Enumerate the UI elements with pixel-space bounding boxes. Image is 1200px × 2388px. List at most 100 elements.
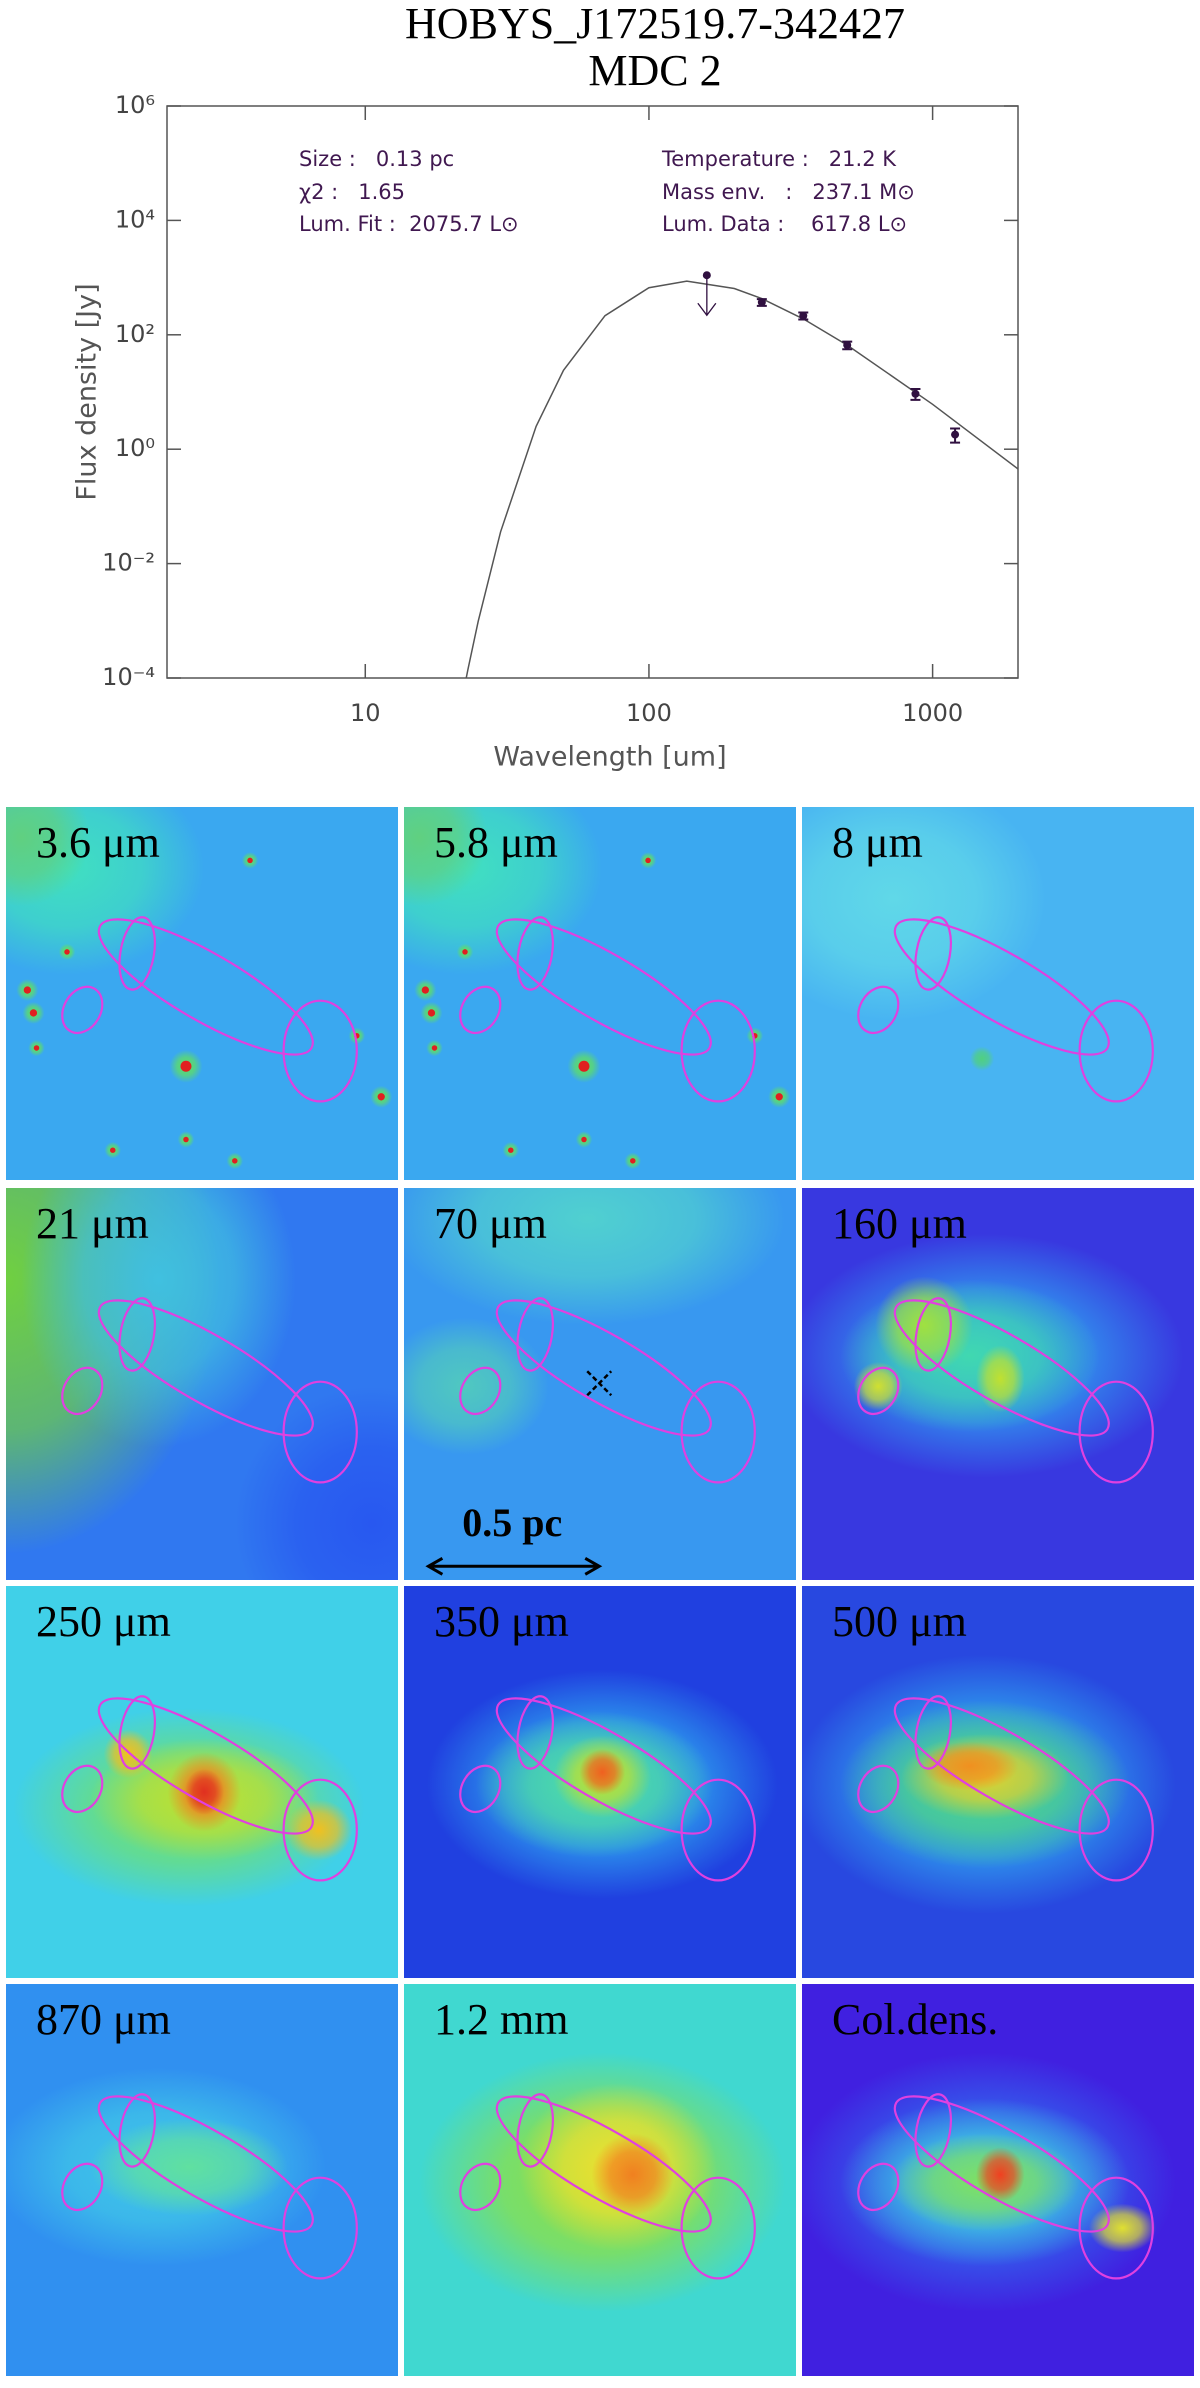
image-panel: 250 μm — [6, 1586, 398, 1978]
aperture-ellipse — [118, 1695, 156, 1770]
aperture-ellipse — [680, 1380, 756, 1484]
aperture-ellipse — [1078, 2176, 1154, 2280]
panel-label: 350 μm — [434, 1597, 569, 1646]
emission-blob — [21, 1188, 296, 1448]
emission-blob — [404, 1188, 786, 1326]
scale-bar-label: 0.5 pc — [462, 1500, 562, 1545]
annotation: χ2 : 1.65 — [299, 180, 405, 204]
aperture-ellipse — [282, 1380, 358, 1484]
star — [578, 1060, 590, 1072]
aperture-ellipse — [1078, 999, 1154, 1103]
data-point — [757, 298, 766, 307]
data-point — [951, 430, 960, 439]
aperture-ellipse — [459, 1366, 502, 1415]
annotation: Mass env. : 237.1 M⊙ — [662, 180, 915, 204]
aperture-ellipse — [914, 916, 952, 991]
emission-blob — [89, 2118, 289, 2216]
emission-blob — [802, 807, 1047, 1021]
aperture-ellipse — [1078, 1778, 1154, 1882]
emission-blob — [975, 1345, 1025, 1413]
aperture-ellipse — [495, 1697, 712, 1835]
image-panel: 21 μm — [6, 1188, 398, 1580]
star — [23, 986, 32, 994]
aperture-ellipse — [680, 1778, 756, 1882]
star — [645, 857, 651, 864]
plot: 10 100 1000 10⁻⁴ 10⁻² 10⁰ 10² 10⁴ 10⁶ Size : 0.13… — [102, 91, 1018, 727]
aperture-ellipse — [893, 1299, 1110, 1437]
y-tick-label: 10⁰ — [115, 434, 155, 462]
aperture-ellipse — [495, 918, 712, 1056]
star — [247, 857, 253, 864]
aperture-ellipse — [118, 1297, 156, 1372]
star — [462, 949, 468, 955]
aperture-ellipse — [893, 1697, 1110, 1835]
star — [183, 1136, 189, 1143]
aperture-ellipse — [282, 999, 358, 1103]
aperture-ellipse — [893, 2095, 1110, 2233]
emission-blob — [404, 1317, 549, 1455]
panel-label: 870 μm — [36, 1995, 171, 2044]
aperture-ellipse — [97, 918, 314, 1056]
aperture-ellipse — [914, 1695, 952, 1770]
aperture-ellipse — [118, 2093, 156, 2168]
star — [775, 1093, 783, 1101]
star — [630, 1158, 636, 1164]
aperture-ellipse — [459, 2162, 502, 2211]
emission-blob — [1088, 2203, 1156, 2253]
image-panel: 870 μm — [6, 1984, 398, 2376]
star — [427, 1009, 436, 1017]
annotation: Lum. Fit : 2075.7 L⊙ — [299, 212, 519, 236]
panel-label: 160 μm — [832, 1199, 967, 1248]
emission-blob — [579, 1749, 626, 1795]
aperture-ellipse — [516, 916, 554, 991]
panel-label: 250 μm — [36, 1597, 171, 1646]
panel-label: 3.6 μm — [36, 818, 160, 867]
fit-curve — [465, 280, 1018, 678]
aperture-ellipse — [680, 999, 756, 1103]
aperture-ellipse — [914, 1297, 952, 1372]
star — [64, 949, 70, 955]
emission-blob — [969, 1046, 995, 1071]
star — [431, 1045, 438, 1051]
emission-blob — [975, 2147, 1025, 2203]
aperture-ellipse — [282, 1778, 358, 1882]
aperture-ellipse — [857, 985, 900, 1034]
image-panel: Col.dens. — [802, 1984, 1194, 2376]
y-tick-label: 10² — [115, 320, 155, 348]
aperture-ellipse — [97, 2095, 314, 2233]
aperture-ellipse — [97, 1697, 314, 1835]
star — [33, 1045, 40, 1051]
chart-subtitle: MDC 2 — [588, 46, 721, 95]
image-panel: 160 μm — [802, 1188, 1194, 1580]
emission-blob — [404, 807, 488, 907]
star — [421, 986, 430, 994]
aperture-ellipse — [495, 1299, 712, 1437]
emission-blob — [591, 2133, 674, 2216]
emission-blob — [6, 807, 90, 907]
aperture-ellipse — [459, 985, 502, 1034]
plot-frame — [166, 105, 1019, 679]
aperture-ellipse — [516, 1695, 554, 1770]
emission-blob — [920, 1741, 1019, 1791]
panel-label: 5.8 μm — [434, 818, 558, 867]
annotation: Size : 0.13 pc — [299, 147, 454, 171]
panel-label: 1.2 mm — [434, 1995, 568, 2044]
annotation: Temperature : 21.2 K — [661, 147, 897, 171]
aperture-ellipse — [516, 2093, 554, 2168]
y-axis-label: Flux density [Jy] — [72, 283, 103, 500]
aperture-ellipse — [857, 2162, 900, 2211]
image-panel: 350 μm — [404, 1586, 796, 1978]
data-point — [799, 311, 808, 320]
star — [581, 1136, 587, 1143]
image-panel: 3.6 μm — [6, 807, 398, 1180]
peak-marker — [586, 1370, 613, 1397]
aperture-ellipse — [118, 916, 156, 991]
aperture-ellipse — [857, 1366, 900, 1415]
panel-label: Col.dens. — [832, 1995, 998, 2044]
aperture-ellipse — [282, 2176, 358, 2280]
star — [110, 1147, 116, 1153]
x-tick-label: 100 — [626, 699, 672, 727]
chart-title: HOBYS_J172519.7-342427 — [405, 0, 905, 48]
y-tick-label: 10⁶ — [115, 91, 155, 119]
